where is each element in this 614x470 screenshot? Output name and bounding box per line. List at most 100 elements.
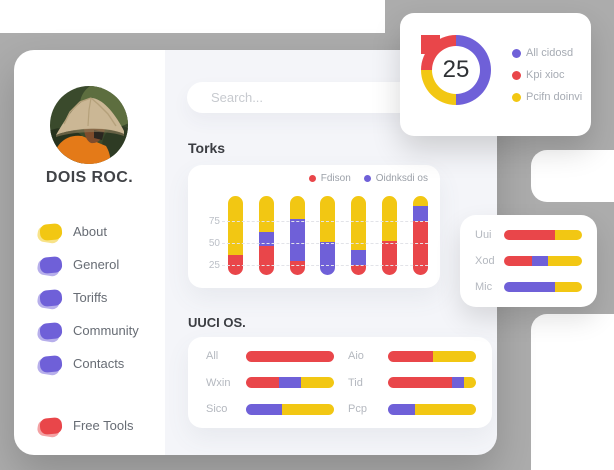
- hbar-segment-yellow: [415, 403, 476, 415]
- bar-segment-yellow: [382, 196, 398, 242]
- torks-chart-card: Fdison Oidnksdi os 25 50 75: [188, 165, 440, 288]
- stacked-bar-2: [258, 196, 274, 275]
- hbar-segment-purple: [246, 403, 283, 415]
- gridline-50: [222, 243, 428, 244]
- hbar-segment-red: [388, 350, 433, 362]
- backdrop-white-notch-upper: [531, 150, 614, 202]
- sidebar-item-generol[interactable]: Generol: [36, 248, 160, 281]
- stacked-bar-5: [351, 196, 367, 275]
- bar-segment-purple: [320, 241, 336, 275]
- side-stats-card: Uui Xod Mic: [460, 215, 597, 307]
- avatar[interactable]: [50, 86, 128, 164]
- uuci-chart-card: All Wxin Sico Aio Tid Pcp: [188, 337, 492, 428]
- legend-dot: [512, 48, 521, 58]
- blob-shape: [39, 222, 63, 241]
- hbar-segment-yellow: [554, 230, 582, 240]
- blob-shape: [39, 255, 63, 274]
- hbar-segment-yellow: [432, 350, 476, 362]
- sidebar-item-label: Contacts: [73, 356, 125, 371]
- sidebar-item-free-tools[interactable]: Free Tools: [36, 409, 160, 442]
- hbar-row-xod: Xod: [475, 255, 582, 267]
- blob-shape: [39, 416, 63, 435]
- bar-segment-purple: [351, 249, 367, 265]
- hbar-track: [388, 403, 476, 415]
- torks-chart-legend: Fdison Oidnksdi os: [308, 173, 428, 184]
- y-tick-50: 50: [208, 238, 220, 249]
- bar-segment-purple: [258, 232, 274, 246]
- hbar-track: [504, 282, 582, 292]
- sidebar-item-label: Free Tools: [73, 418, 134, 433]
- sidebar-item-community[interactable]: Community: [36, 314, 160, 347]
- legend-item: Fdison: [308, 173, 351, 184]
- legend-item: All cidosd: [512, 47, 582, 59]
- hbar-segment-purple: [532, 256, 548, 266]
- hbar-track: [388, 350, 476, 362]
- hbar-label: All: [206, 350, 219, 362]
- stacked-bar-6: [382, 196, 398, 275]
- hbar-label: Xod: [475, 255, 495, 267]
- backdrop-white-notch-lower: [531, 314, 614, 470]
- uuci-section-title: UUCI OS.: [188, 315, 246, 330]
- donut-legend: All cidosd Kpi xioc Pcifn doinvi: [512, 47, 582, 103]
- menu-blob-icon: [36, 321, 63, 343]
- hbar-row-tid: Tid: [348, 377, 476, 389]
- hbar-label: Sico: [206, 403, 228, 415]
- hbar-row-aio: Aio: [348, 350, 476, 362]
- hbar-segment-red: [246, 350, 334, 362]
- torks-bars: [228, 196, 428, 275]
- hbar-segment-purple: [279, 377, 302, 388]
- hbar-row-uui: Uui: [475, 229, 582, 241]
- menu-blob-icon: [36, 354, 63, 376]
- sidebar-item-about[interactable]: About: [36, 215, 160, 248]
- torks-chart-plot: 25 50 75: [209, 196, 428, 275]
- hbar-track: [388, 377, 476, 388]
- sidebar-item-toriffs[interactable]: Toriffs: [36, 281, 160, 314]
- hbar-track: [246, 403, 334, 415]
- menu-blob-icon: [36, 222, 63, 244]
- bar-segment-yellow: [320, 196, 336, 242]
- gridline-75: [222, 221, 428, 222]
- hbar-segment-red: [504, 230, 555, 240]
- hbar-track: [246, 377, 334, 388]
- legend-dot: [512, 70, 521, 80]
- hbar-label: Pcp: [348, 403, 367, 415]
- bar-segment-yellow: [258, 196, 274, 233]
- hbar-segment-yellow: [463, 377, 476, 388]
- legend-item: Kpi xioc: [512, 69, 582, 81]
- uuci-column-2: Aio Tid Pcp: [348, 350, 476, 415]
- legend-label: Oidnksdi os: [375, 173, 428, 184]
- hbar-label: Wxin: [206, 376, 231, 389]
- y-tick-75: 75: [208, 216, 220, 227]
- menu-blob-icon: [36, 416, 63, 438]
- legend-item: Pcifn doinvi: [512, 91, 582, 103]
- hbar-row-wxin: Wxin: [206, 377, 334, 389]
- hbar-row-mic: Mic: [475, 281, 582, 293]
- bar-segment-red: [382, 241, 398, 275]
- torks-section-title: Torks: [188, 140, 226, 156]
- hbar-label: Aio: [348, 350, 364, 362]
- legend-dot: [363, 175, 371, 182]
- legend-dot: [308, 175, 316, 182]
- bar-segment-red: [412, 221, 428, 275]
- hbar-row-sico: Sico: [206, 403, 334, 415]
- sidebar-item-contacts[interactable]: Contacts: [36, 347, 160, 380]
- bar-segment-red: [258, 245, 274, 275]
- sidebar: DOIS ROC. About Generol Toriffs Community Co…: [14, 50, 165, 455]
- legend-label: Pcifn doinvi: [526, 91, 583, 103]
- bar-segment-red: [351, 264, 367, 275]
- bar-segment-purple: [412, 206, 428, 222]
- legend-dot: [512, 92, 521, 102]
- donut-stat-card: 25 All cidosd Kpi xioc Pcifn doinvi: [400, 13, 591, 136]
- hbar-row-all: All: [206, 350, 334, 362]
- sidebar-item-label: About: [73, 224, 107, 239]
- legend-item: Oidnksdi os: [363, 173, 428, 184]
- hbar-segment-red: [504, 256, 533, 266]
- y-tick-25: 25: [208, 260, 220, 271]
- menu-blob-icon: [36, 288, 63, 310]
- hbar-track: [246, 350, 334, 362]
- bar-segment-yellow: [351, 196, 367, 250]
- uuci-column-1: All Wxin Sico: [206, 350, 334, 415]
- hbar-segment-purple: [388, 403, 416, 415]
- bar-segment-yellow: [289, 196, 305, 219]
